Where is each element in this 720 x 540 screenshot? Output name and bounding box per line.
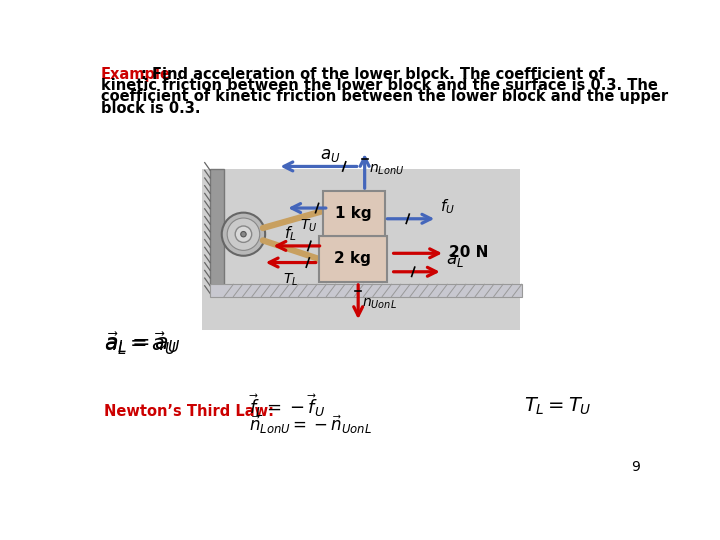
Text: $\it{f}_L$: $\it{f}_L$ xyxy=(284,224,297,243)
Text: $T_L$: $T_L$ xyxy=(283,272,298,288)
Text: $T_L = T_U$: $T_L = T_U$ xyxy=(524,395,592,416)
Text: $\it{n}_{LonU}$: $\it{n}_{LonU}$ xyxy=(369,163,405,177)
Text: $\vec{a}_L = \vec{a}_U$: $\vec{a}_L = \vec{a}_U$ xyxy=(104,330,176,357)
Bar xyxy=(319,236,387,282)
Text: $\it{n}_{UonL}$: $\it{n}_{UonL}$ xyxy=(362,296,397,310)
Bar xyxy=(323,191,384,236)
Text: 2 kg: 2 kg xyxy=(334,251,372,266)
Text: : Find acceleration of the lower block. The coefficient of: : Find acceleration of the lower block. … xyxy=(141,67,605,82)
Text: 20 N: 20 N xyxy=(449,245,488,260)
Circle shape xyxy=(228,218,260,251)
Text: Newton’s Third Law:: Newton’s Third Law: xyxy=(104,404,274,419)
Circle shape xyxy=(240,232,246,237)
Text: $T_U$: $T_U$ xyxy=(300,217,318,234)
Text: Example: Example xyxy=(101,67,171,82)
Text: kinetic friction between the lower block and the surface is 0.3. The: kinetic friction between the lower block… xyxy=(101,78,658,93)
Text: $\vec{f}_L = -\vec{f}_U$: $\vec{f}_L = -\vec{f}_U$ xyxy=(249,393,325,420)
Bar xyxy=(210,284,522,296)
Text: block is 0.3.: block is 0.3. xyxy=(101,100,200,116)
Circle shape xyxy=(222,213,265,256)
Text: 1 kg: 1 kg xyxy=(336,206,372,221)
Text: $\it{a}_L$: $\it{a}_L$ xyxy=(446,253,464,269)
Text: coefficient of kinetic friction between the lower block and the upper: coefficient of kinetic friction between … xyxy=(101,90,668,104)
Text: $\vec{n}_{LonU} = -\vec{n}_{UonL}$: $\vec{n}_{LonU} = -\vec{n}_{UonL}$ xyxy=(249,414,372,436)
Bar xyxy=(210,168,224,286)
Circle shape xyxy=(235,226,252,242)
Bar xyxy=(202,168,520,330)
Text: $\it{a}_{U}$: $\it{a}_{U}$ xyxy=(320,147,341,164)
Text: $\it{a}_L = \it{a}_U$: $\it{a}_L = \it{a}_U$ xyxy=(104,333,181,355)
Text: 9: 9 xyxy=(631,461,640,475)
Text: $\it{f}_U$: $\it{f}_U$ xyxy=(441,197,455,215)
